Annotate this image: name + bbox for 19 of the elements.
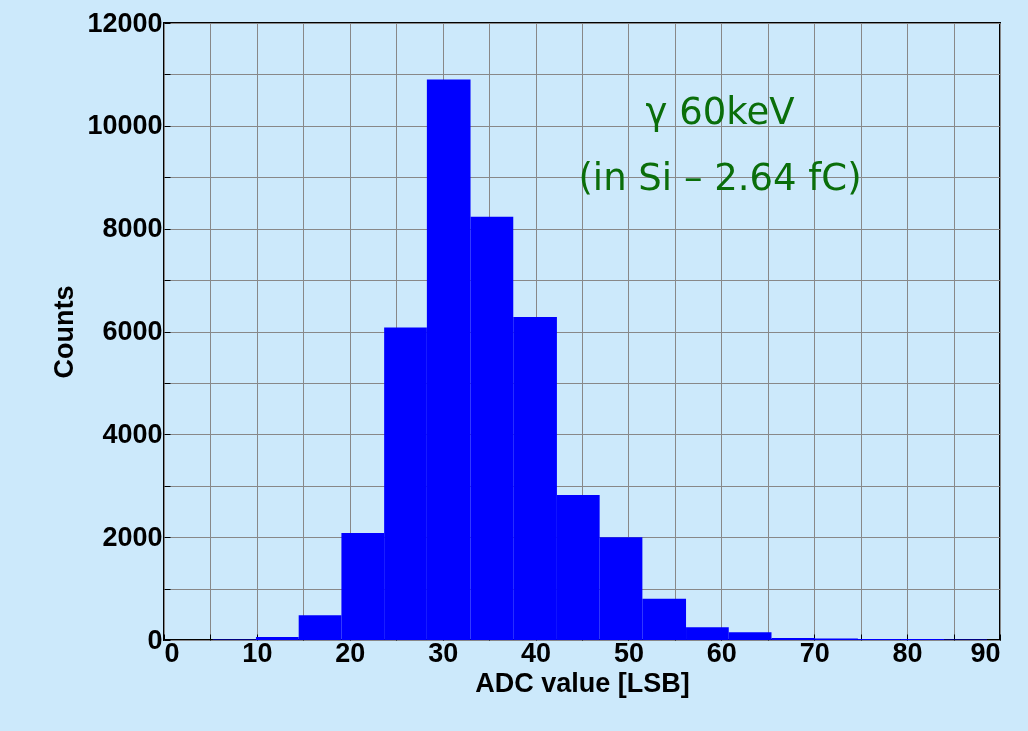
x-tick-label: 50 [613,637,644,668]
x-tick-label: 10 [242,637,273,668]
x-tick-label: 80 [892,637,923,668]
y-tick-label: 2000 [102,521,163,552]
annotation: γ 60keV [645,90,795,133]
x-tick-label: 90 [970,637,1001,668]
x-tick-label: 70 [799,637,830,668]
y-tick-label: 6000 [102,316,163,346]
annotation: (in Si – 2.64 fC) [578,156,862,199]
y-tick-label: 10000 [87,110,163,141]
x-tick-label: 30 [428,637,459,668]
x-tick-label: 40 [521,637,552,668]
x-axis-title: ADC value [LSB] [475,667,690,698]
y-axis-title: Counts [49,285,80,379]
y-tick-label: 4000 [102,418,163,449]
y-tick-label: 12000 [87,7,163,38]
y-tick-label: 8000 [102,213,163,244]
x-tick-label: 20 [335,637,366,668]
x-tick-label: 60 [706,637,737,668]
